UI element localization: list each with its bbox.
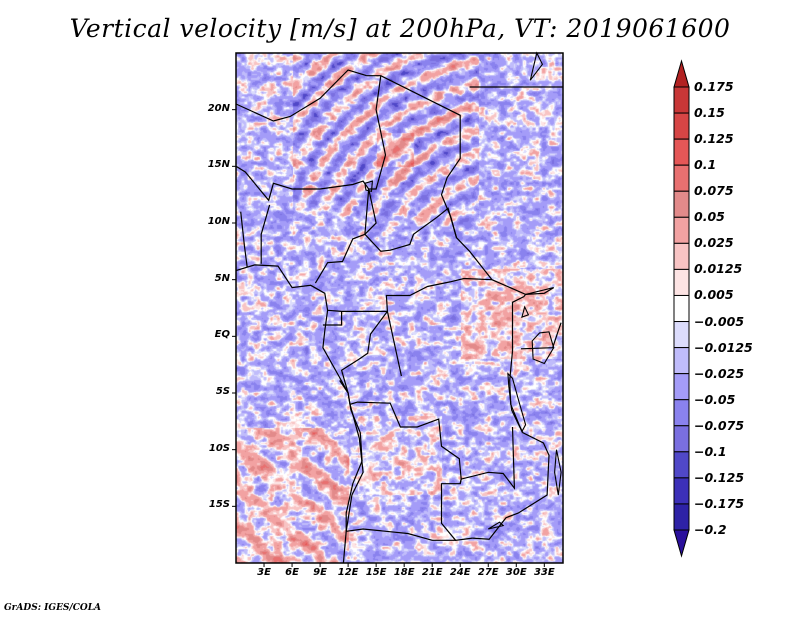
lake-outline — [507, 372, 527, 433]
y-tick-label: 10S — [208, 442, 230, 454]
country-border — [314, 188, 370, 284]
country-border — [327, 277, 493, 312]
colorbar-extend-top — [673, 59, 690, 88]
colorbar-box — [673, 164, 690, 192]
x-tick-label: 15E — [365, 567, 387, 578]
colorbar-label: 0.125 — [694, 131, 734, 147]
colorbar-box — [673, 216, 690, 244]
colorbar-label: 0.05 — [694, 209, 725, 225]
colorbar-box — [673, 86, 690, 114]
country-border — [339, 380, 473, 541]
x-tick-label: 12E — [337, 567, 359, 578]
colorbar-box — [673, 373, 690, 401]
plot-frame — [235, 52, 564, 564]
map-plot-area — [236, 53, 563, 563]
colorbar-box — [673, 347, 690, 375]
country-border — [459, 426, 516, 491]
colorbar-label: −0.075 — [694, 417, 745, 433]
colorbar-box — [673, 451, 690, 479]
colorbar-box — [673, 294, 690, 323]
y-tick-label: 15N — [207, 159, 230, 171]
country-border — [340, 311, 388, 394]
vertical-velocity-field — [236, 53, 563, 563]
country-border — [260, 204, 271, 264]
y-tick-label: 5S — [215, 386, 230, 397]
colorbar-box — [673, 242, 690, 270]
x-tick-label: 9E — [313, 567, 327, 578]
y-tick-label: 5N — [214, 272, 230, 284]
colorbar-box — [673, 112, 690, 140]
colorbar-extend-bottom — [673, 529, 690, 558]
country-border — [525, 287, 555, 295]
country-border — [322, 311, 343, 326]
colorbar-label: −0.1 — [694, 443, 727, 459]
x-tick-label: 24E — [449, 567, 471, 578]
country-border — [345, 404, 364, 532]
x-tick-label: 27E — [477, 567, 499, 578]
y-tick-label: 20N — [207, 102, 230, 114]
colorbar-box — [673, 190, 690, 218]
country-border — [511, 294, 527, 352]
x-tick-label: 21E — [421, 567, 443, 578]
y-tick-label: 15S — [208, 499, 230, 511]
country-border — [235, 165, 370, 202]
country-border — [235, 69, 367, 122]
lake-outline — [521, 305, 530, 318]
chart-title: Vertical velocity [m/s] at 200hPa, VT: 2… — [69, 14, 731, 43]
colorbar-label: −0.005 — [694, 313, 745, 329]
lake-outline — [364, 180, 374, 192]
x-tick-label: 18E — [393, 567, 415, 578]
colorbar-label: −0.0125 — [694, 339, 753, 355]
lake-outline — [554, 449, 562, 496]
colorbar-box — [673, 503, 690, 531]
country-border — [366, 75, 554, 296]
colorbar-box — [673, 399, 690, 427]
country-border — [386, 311, 402, 377]
lake-outline — [488, 521, 505, 530]
lake-outline — [531, 331, 555, 365]
colorbar-label: −0.025 — [694, 365, 745, 381]
colorbar-label: −0.125 — [694, 469, 745, 485]
y-tick-label: EQ — [214, 329, 230, 341]
y-tick-label: 10N — [207, 216, 230, 227]
colorbar-label: 0.0125 — [694, 261, 743, 277]
colorbar-label: 0.025 — [694, 235, 734, 251]
x-tick-label: 33E — [533, 567, 555, 578]
colorbar-box — [673, 268, 690, 296]
x-tick-label: 30E — [505, 567, 527, 578]
country-border — [520, 322, 562, 350]
colorbar-label: 0.15 — [694, 105, 725, 121]
colorbar-label: −0.175 — [694, 495, 745, 511]
colorbar-box — [673, 138, 690, 166]
country-border — [368, 75, 387, 190]
grads-credit: GrADS: IGES/COLA — [4, 603, 102, 613]
colorbar-box — [673, 321, 690, 349]
colorbar-label: 0.005 — [694, 287, 734, 303]
country-border — [364, 188, 458, 252]
colorbar-box — [673, 425, 690, 453]
colorbar-label: 0.1 — [694, 157, 717, 173]
colorbar-label: −0.05 — [694, 391, 736, 407]
country-border — [240, 211, 248, 268]
colorbar-label: 0.175 — [694, 79, 734, 94]
x-tick-label: 3E — [257, 567, 271, 578]
country-border — [346, 528, 456, 541]
x-tick-label: 6E — [285, 567, 299, 578]
lake-outline — [529, 51, 544, 81]
colorbar-box — [673, 477, 690, 505]
colorbar-label: 0.075 — [694, 183, 734, 199]
coastline — [235, 264, 363, 564]
colorbar-label: −0.2 — [694, 522, 727, 537]
